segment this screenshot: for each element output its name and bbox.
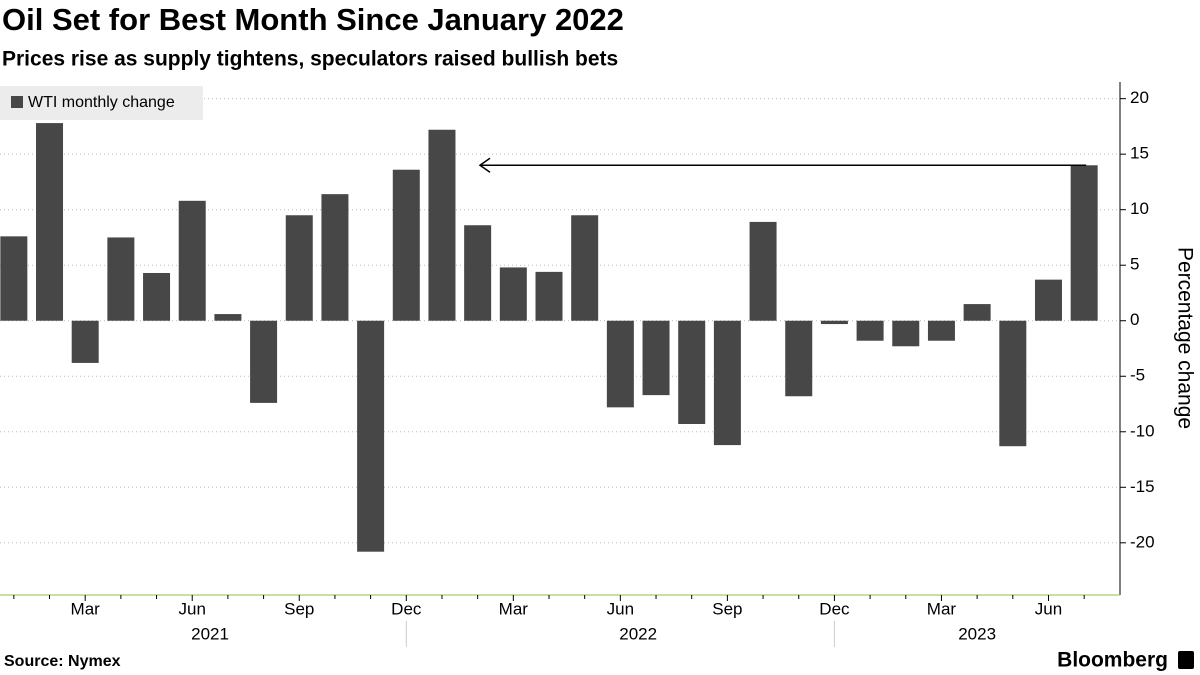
bar [107, 237, 135, 321]
bar [999, 320, 1027, 447]
chart-title: Oil Set for Best Month Since January 202… [2, 2, 624, 37]
x-group-label: 2022 [619, 624, 657, 643]
x-tick-label: Mar [927, 599, 957, 618]
bar [927, 320, 955, 341]
y-tick-label: 5 [1130, 255, 1139, 274]
bar [1034, 279, 1062, 321]
bar [856, 320, 884, 341]
brand-icon [1178, 651, 1194, 669]
bar [250, 320, 278, 403]
y-tick-label: -20 [1130, 532, 1155, 551]
bar [214, 314, 242, 321]
y-tick-label: 10 [1130, 199, 1149, 218]
legend-swatch [11, 96, 23, 108]
bar [642, 320, 670, 396]
bar [499, 267, 527, 321]
bar [1070, 165, 1098, 321]
y-tick-label: 0 [1130, 310, 1139, 329]
bar [321, 194, 349, 321]
y-tick-label: -10 [1130, 421, 1155, 440]
x-tick-label: Jun [607, 599, 634, 618]
y-tick-label: -5 [1130, 366, 1145, 385]
bar [535, 271, 563, 321]
x-tick-label: Dec [819, 599, 850, 618]
bar [71, 320, 99, 363]
bar [178, 200, 206, 321]
x-tick-label: Mar [499, 599, 529, 618]
x-tick-label: Dec [391, 599, 422, 618]
legend-label: WTI monthly change [28, 94, 175, 111]
bar [678, 320, 706, 424]
y-tick-label: 15 [1130, 144, 1149, 163]
bar [749, 221, 777, 321]
bar [892, 320, 920, 347]
bar [606, 320, 634, 408]
source: Source: Nymex [4, 653, 121, 670]
bar [0, 236, 28, 321]
x-tick-label: Sep [712, 599, 742, 618]
x-tick-label: Jun [179, 599, 206, 618]
bar [36, 123, 64, 321]
bar [392, 169, 420, 321]
x-tick-label: Sep [284, 599, 314, 618]
x-group-label: 2021 [191, 624, 229, 643]
bar [464, 225, 492, 321]
y-tick-label: -15 [1130, 477, 1155, 496]
bar [428, 129, 456, 321]
brand: Bloomberg [1057, 649, 1168, 672]
bar [285, 215, 313, 321]
x-tick-label: Mar [71, 599, 101, 618]
bar [713, 320, 741, 446]
bar [963, 304, 991, 321]
chart-subtitle: Prices rise as supply tightens, speculat… [2, 48, 618, 71]
bar [143, 272, 171, 321]
arrow-head [478, 157, 491, 173]
y-axis-label: Percentage change [1173, 247, 1196, 429]
bar [820, 320, 848, 325]
x-tick-label: Jun [1035, 599, 1062, 618]
bar [785, 320, 813, 397]
bar [571, 215, 599, 321]
legend-box [0, 86, 203, 120]
y-tick-label: 20 [1130, 88, 1149, 107]
x-group-label: 2023 [958, 624, 996, 643]
bar [357, 320, 385, 552]
